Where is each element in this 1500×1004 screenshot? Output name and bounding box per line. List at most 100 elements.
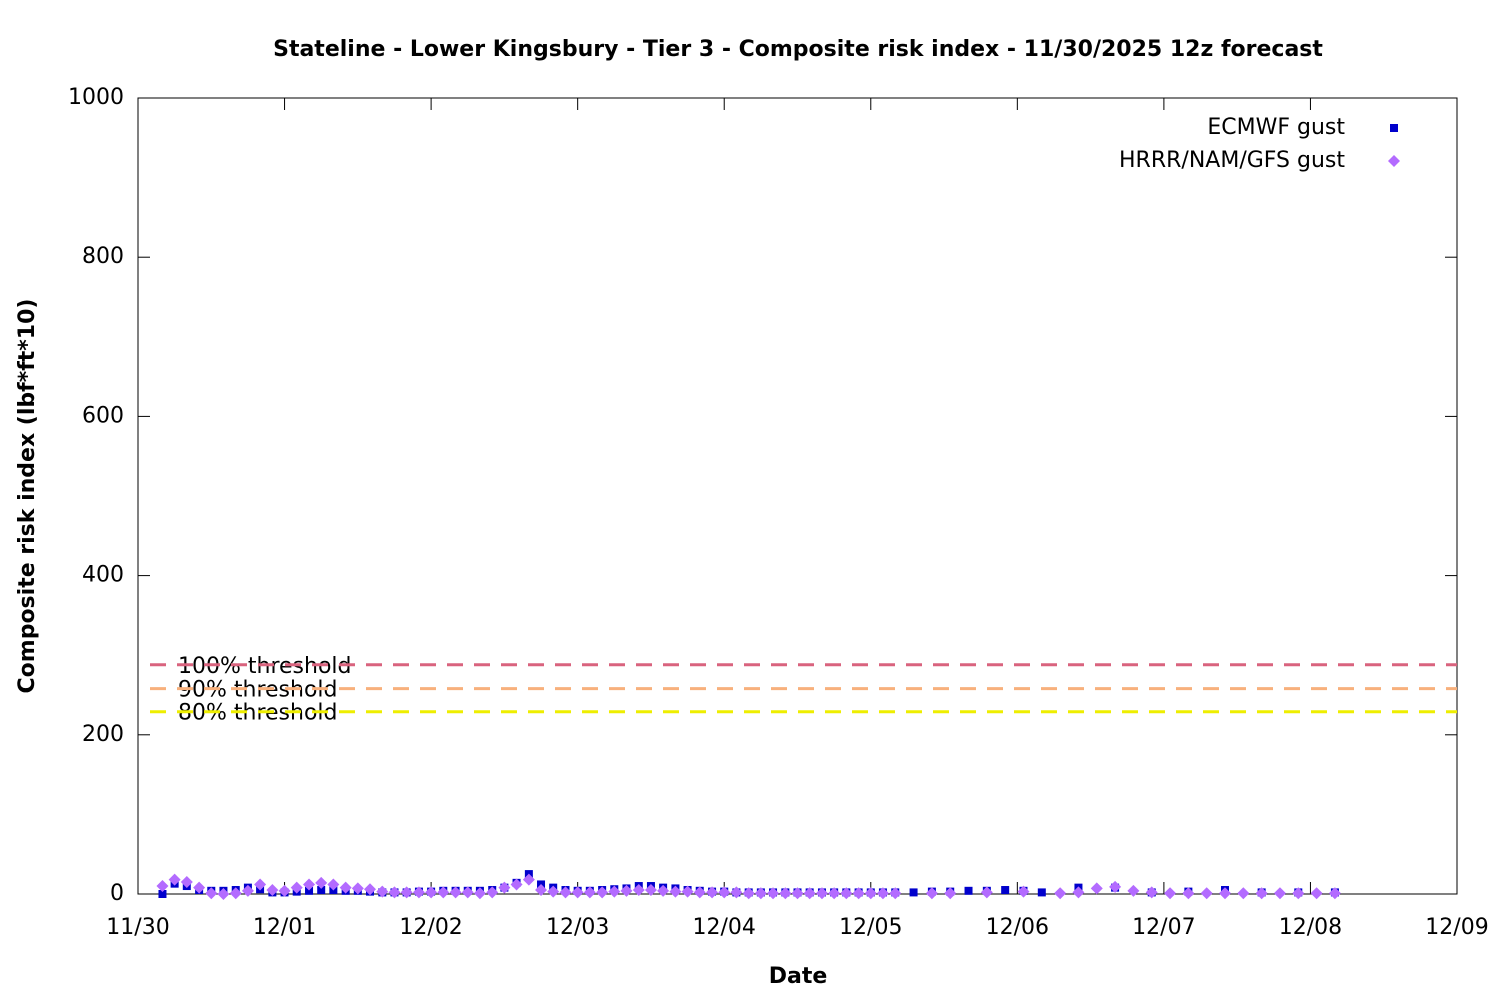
data-point [754, 887, 767, 900]
data-point [266, 884, 279, 897]
data-point [1255, 887, 1268, 900]
data-point [156, 880, 169, 893]
data-point [1200, 887, 1213, 900]
data-point [205, 887, 218, 900]
x-tick-label: 12/05 [839, 915, 902, 940]
x-tick-label: 12/07 [1132, 915, 1195, 940]
x-tick-label: 12/03 [546, 915, 609, 940]
data-point [980, 886, 993, 899]
data-point [425, 886, 438, 899]
data-point [889, 887, 902, 900]
data-point [840, 887, 853, 900]
data-point [571, 886, 584, 899]
x-tick-label: 12/04 [693, 915, 756, 940]
x-tick-label: 12/02 [399, 915, 462, 940]
data-point [290, 881, 303, 894]
data-point [1109, 880, 1122, 893]
x-tick-label: 12/06 [986, 915, 1049, 940]
data-point [620, 884, 633, 897]
data-point [706, 886, 719, 899]
y-tick-label: 200 [82, 722, 124, 747]
data-point [925, 887, 938, 900]
data-point [486, 886, 499, 899]
data-point [1237, 887, 1250, 900]
y-tick-label: 800 [82, 244, 124, 269]
data-point [1090, 882, 1103, 895]
data-point [498, 881, 511, 894]
data-point [1273, 887, 1286, 900]
data-point [158, 890, 167, 898]
data-point [583, 886, 596, 899]
data-point [803, 887, 816, 900]
data-point [510, 878, 523, 891]
data-point [412, 886, 425, 899]
data-point [964, 886, 973, 895]
data-point [1017, 885, 1030, 898]
data-point [559, 886, 572, 899]
data-point [229, 887, 242, 900]
data-point [1001, 886, 1010, 895]
x-tick-label: 12/09 [1425, 915, 1488, 940]
data-point [522, 873, 535, 886]
data-point [730, 886, 743, 899]
data-point [339, 881, 352, 894]
data-point [351, 882, 364, 895]
data-point [657, 884, 670, 897]
data-point [596, 886, 609, 899]
legend-label: HRRR/NAM/GFS gust [1119, 148, 1345, 173]
data-point [449, 886, 462, 899]
legend-marker [1388, 155, 1400, 167]
data-point [1182, 887, 1195, 900]
data-point [461, 886, 474, 899]
data-point [1127, 884, 1140, 897]
data-point [864, 887, 877, 900]
data-point [1164, 887, 1177, 900]
legend-marker [1390, 124, 1398, 132]
data-point [718, 886, 731, 899]
data-point [815, 887, 828, 900]
chart-title: Stateline - Lower Kingsbury - Tier 3 - C… [273, 37, 1323, 62]
data-point [944, 887, 957, 900]
data-point [180, 876, 193, 889]
data-point [327, 878, 340, 891]
data-point [303, 878, 316, 891]
x-tick-label: 12/01 [253, 915, 316, 940]
data-point [852, 887, 865, 900]
data-point [317, 886, 326, 895]
legend-label: ECMWF gust [1207, 115, 1345, 140]
data-point [779, 887, 792, 900]
data-point [376, 885, 389, 898]
y-tick-label: 1000 [68, 85, 124, 110]
x-tick-label: 11/30 [106, 915, 169, 940]
x-axis-label: Date [769, 964, 828, 989]
data-point [1328, 887, 1341, 900]
data-point [305, 886, 314, 895]
data-point [400, 886, 413, 899]
data-point [644, 884, 657, 897]
data-point [388, 886, 401, 899]
data-point [1072, 886, 1085, 899]
x-tick-label: 12/08 [1279, 915, 1342, 940]
data-point [217, 888, 230, 900]
data-point [315, 876, 328, 889]
data-point [473, 887, 486, 900]
data-point [767, 887, 780, 900]
data-point [1145, 886, 1158, 899]
data-point [193, 881, 206, 894]
data-point [168, 873, 181, 886]
data-point [241, 884, 254, 897]
data-point [547, 885, 560, 898]
y-tick-label: 0 [110, 881, 124, 906]
y-axis-label: Composite risk index (lbf*ft*10) [15, 299, 40, 694]
data-point [791, 887, 804, 900]
data-point [1219, 887, 1232, 900]
data-point [669, 885, 682, 898]
data-point [608, 885, 621, 898]
plot-frame [137, 97, 1458, 895]
data-point [363, 883, 376, 896]
data-point [254, 878, 267, 891]
data-point [632, 884, 645, 897]
y-tick-label: 400 [82, 563, 124, 588]
data-point [1054, 887, 1067, 900]
data-point [909, 888, 918, 897]
